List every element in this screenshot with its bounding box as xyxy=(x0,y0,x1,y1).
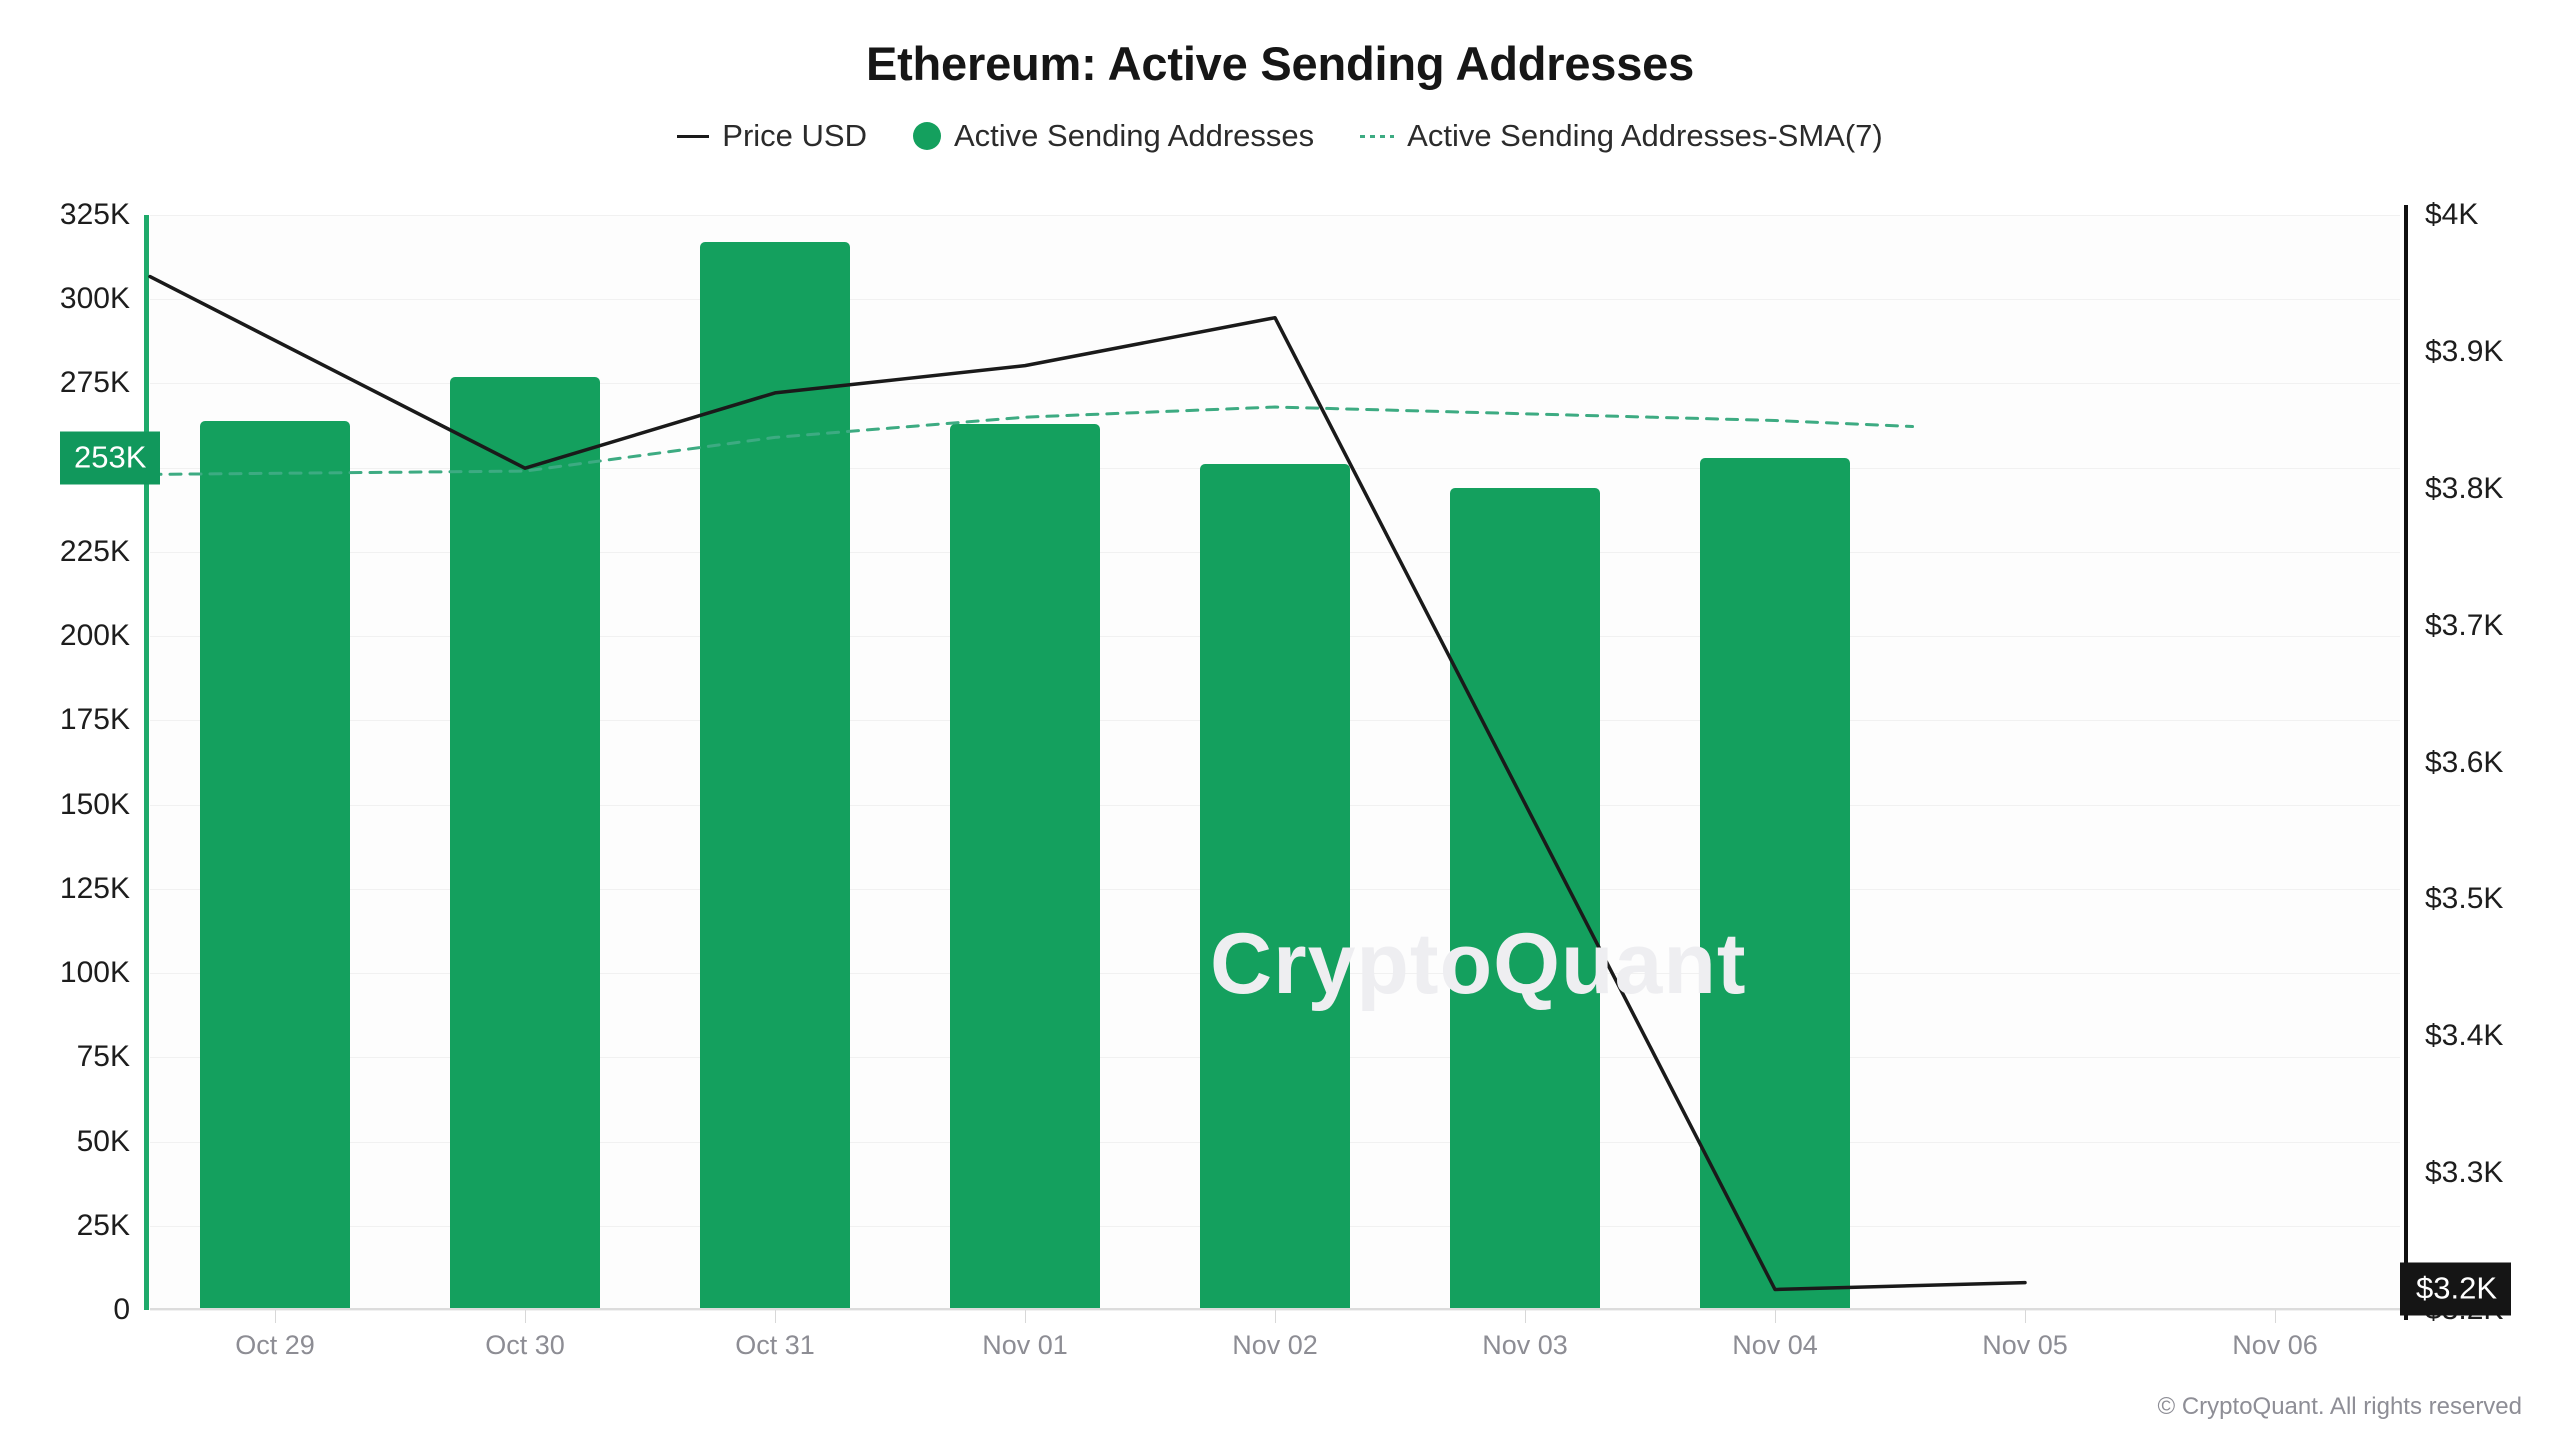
copyright-footer: © CryptoQuant. All rights reserved xyxy=(2157,1393,2523,1420)
left-value-badge: 253K xyxy=(60,431,161,485)
x-axis-tick xyxy=(2275,1310,2276,1323)
x-axis-tick-label: Nov 05 xyxy=(1982,1330,2068,1360)
x-axis-tick xyxy=(1275,1310,1276,1323)
page-title: Ethereum: Active Sending Addresses xyxy=(865,37,1695,90)
x-axis-tick-label: Nov 04 xyxy=(1732,1330,1818,1360)
gridline xyxy=(150,299,2400,301)
x-axis-tick xyxy=(525,1310,526,1323)
x-axis-tick xyxy=(1775,1310,1776,1323)
y-axis-right-tick-label: $3.8K xyxy=(2425,471,2504,505)
line-solid-icon xyxy=(677,134,710,138)
x-axis-tick-label: Nov 06 xyxy=(2232,1330,2318,1360)
y-axis-left-tick-label: 275K xyxy=(59,366,130,400)
y-axis-left-tick-label: 325K xyxy=(59,198,130,231)
x-axis-tick-label: Oct 29 xyxy=(235,1330,315,1360)
legend-item-price-usd[interactable]: Price USD xyxy=(677,118,867,154)
y-axis-right-tick-label: $3.5K xyxy=(2425,882,2504,916)
x-axis-tick-label: Nov 03 xyxy=(1482,1330,1568,1360)
line-dotted-icon xyxy=(1360,134,1395,138)
bar[interactable] xyxy=(700,241,850,1310)
legend-label-active-sending-addresses-sma: Active Sending Addresses-SMA(7) xyxy=(1407,118,1883,153)
y-axis-right-spine xyxy=(2404,205,2408,1320)
y-axis-left-tick-label: 300K xyxy=(59,282,130,316)
bar[interactable] xyxy=(1450,487,1600,1310)
y-axis-right-tick-label: $3.4K xyxy=(2425,1019,2504,1053)
x-axis-tick-label: Nov 01 xyxy=(982,1330,1068,1360)
legend-item-active-sending-addresses[interactable]: Active Sending Addresses xyxy=(912,118,1315,154)
x-axis-tick xyxy=(1525,1310,1526,1323)
x-axis-baseline xyxy=(150,1308,2400,1310)
y-axis-left-spine xyxy=(144,215,149,1310)
bar[interactable] xyxy=(450,376,600,1310)
watermark: CryptoQuant xyxy=(1210,916,1747,1012)
y-axis-right-tick-label: $3.7K xyxy=(2425,608,2504,642)
bar[interactable] xyxy=(200,420,350,1310)
bar[interactable] xyxy=(1200,464,1350,1310)
y-axis-right-tick-label: $4K xyxy=(2425,198,2479,231)
x-axis-tick-label: Oct 30 xyxy=(485,1330,565,1360)
bar[interactable] xyxy=(950,423,1100,1310)
y-axis-left-tick-label: 200K xyxy=(59,619,130,653)
x-axis-tick-label: Nov 02 xyxy=(1232,1330,1318,1360)
y-axis-right-tick-label: $3.3K xyxy=(2425,1156,2504,1190)
plot-area: CryptoQuant xyxy=(150,215,2400,1323)
y-axis-left-tick-label: 225K xyxy=(59,534,130,568)
gridline xyxy=(150,215,2400,216)
y-axis-left-tick-label: 150K xyxy=(59,787,130,821)
y-axis-left-tick-label: 75K xyxy=(76,1040,130,1074)
x-axis-tick-label: Oct 31 xyxy=(735,1330,815,1360)
chart-legend: Price USD Active Sending Addresses Activ… xyxy=(0,118,2560,154)
y-axis-left-tick-label: 25K xyxy=(76,1208,130,1242)
y-axis-right-tick-label: $3.6K xyxy=(2425,745,2504,779)
y-axis-left-tick-label: 50K xyxy=(76,1124,130,1158)
right-value-badge: $3.2K xyxy=(2400,1262,2512,1316)
y-axis-left-tick-label: 125K xyxy=(59,871,130,905)
circle-marker-icon xyxy=(912,122,941,150)
x-axis-tick xyxy=(775,1310,776,1323)
legend-label-active-sending-addresses: Active Sending Addresses xyxy=(953,118,1315,153)
x-axis-tick xyxy=(2025,1310,2026,1323)
x-axis-tick xyxy=(275,1310,276,1323)
x-axis-tick xyxy=(1025,1310,1026,1323)
y-axis-right-tick-label: $3.9K xyxy=(2425,334,2504,368)
y-axis-left-tick-label: 175K xyxy=(59,703,130,737)
y-axis-left-tick-label: 100K xyxy=(59,956,130,990)
legend-item-active-sending-addresses-sma[interactable]: Active Sending Addresses-SMA(7) xyxy=(1360,118,1883,154)
bar[interactable] xyxy=(1700,457,1850,1310)
legend-label-price-usd: Price USD xyxy=(722,118,867,153)
y-axis-left-tick-label: 0 xyxy=(113,1293,130,1326)
